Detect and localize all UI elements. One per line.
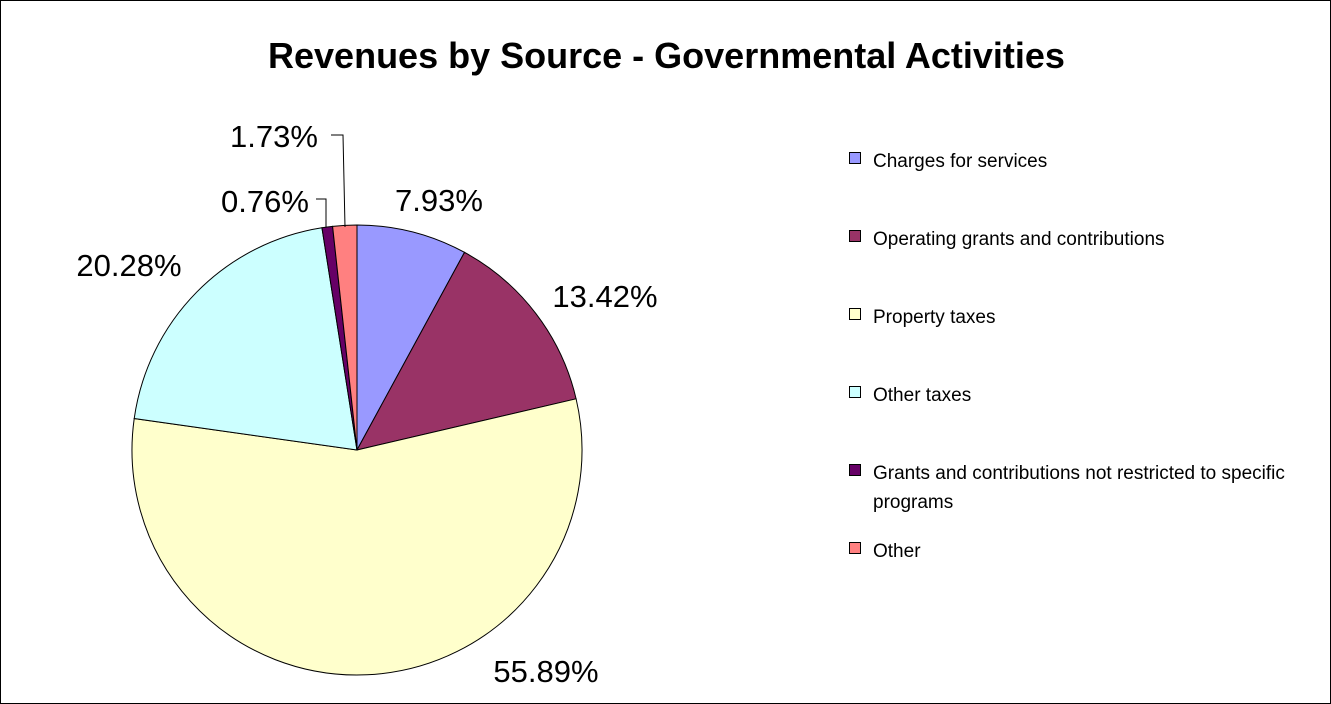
legend-label: Property taxes: [873, 307, 996, 328]
legend-label: Grants and contributions not restricted …: [873, 463, 1285, 513]
data-label: 13.42%: [552, 279, 657, 314]
legend-swatch: [849, 542, 861, 554]
data-label: 7.93%: [395, 183, 483, 218]
leader-line: [331, 134, 346, 228]
data-label: 0.76%: [221, 184, 309, 219]
legend-label: Other taxes: [873, 385, 972, 406]
data-label: 20.28%: [76, 248, 181, 283]
pie-slice: [131, 398, 583, 676]
legend-swatch: [849, 230, 861, 242]
legend-label: Charges for services: [873, 151, 1048, 172]
legend-label: Operating grants and contributions: [873, 229, 1165, 250]
legend-label: Other: [873, 541, 921, 562]
legend-swatch: [849, 152, 861, 164]
leader-line: [316, 198, 327, 227]
chart-title: Revenues by Source - Governmental Activi…: [268, 35, 1065, 76]
data-label: 55.89%: [493, 654, 598, 689]
pie-slice: [133, 227, 358, 451]
legend-swatch: [849, 386, 861, 398]
legend-swatch: [849, 464, 861, 476]
legend-swatch: [849, 308, 861, 320]
pie-slice: [356, 224, 466, 451]
data-label: 1.73%: [230, 119, 318, 154]
pie-slice: [356, 251, 577, 451]
